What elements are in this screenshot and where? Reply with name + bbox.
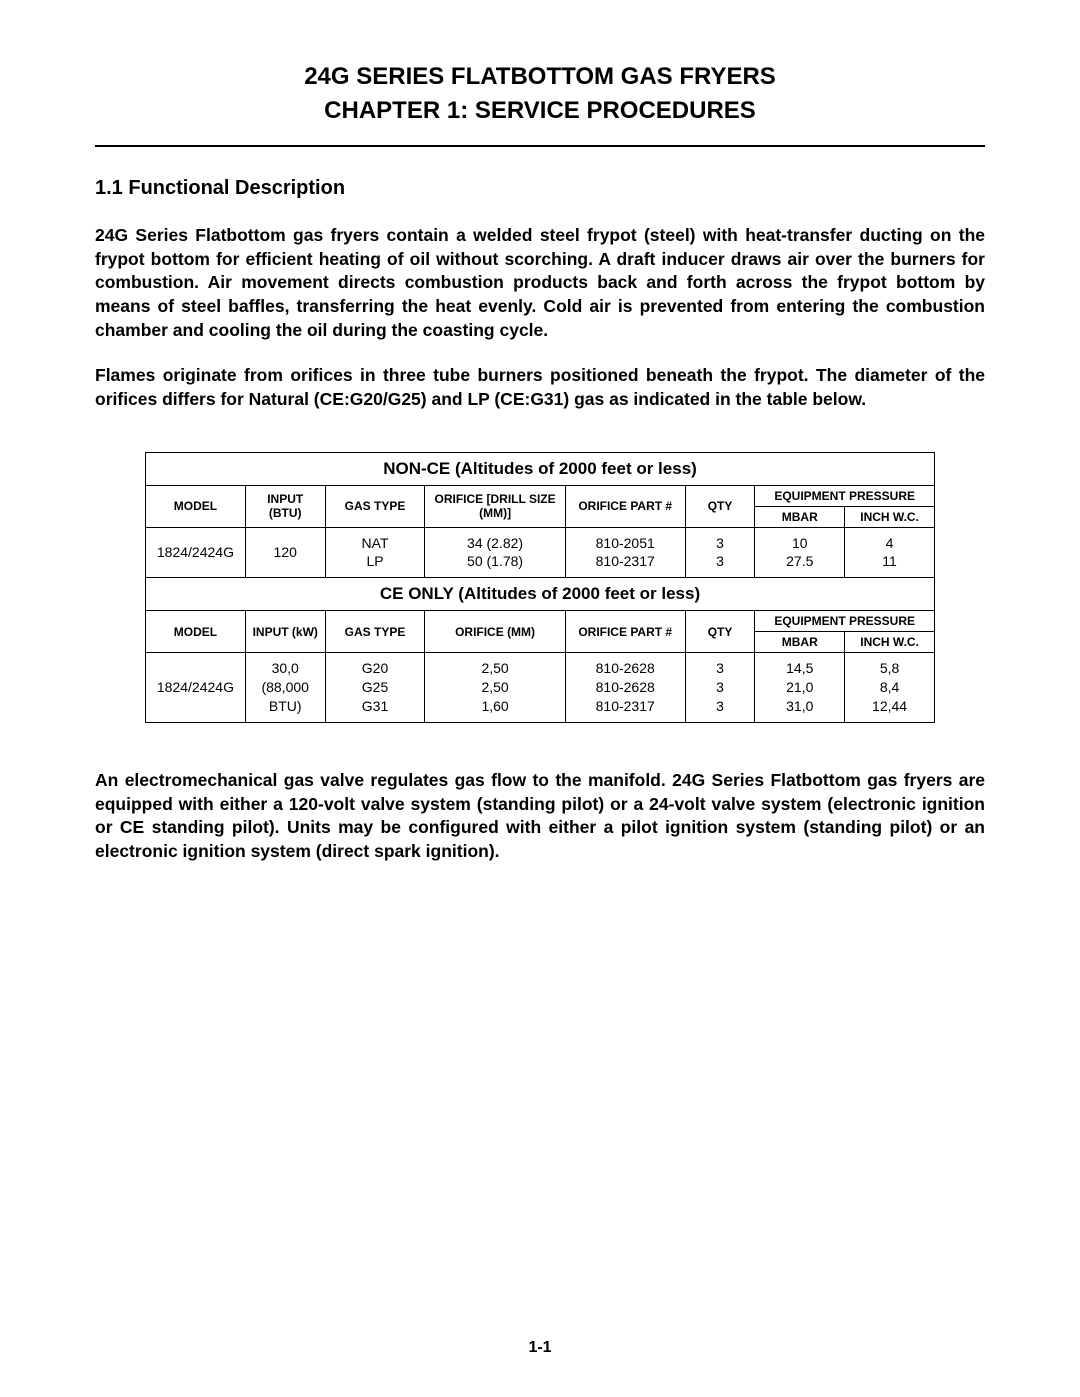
ce-orifice: 2,502,501,60 — [425, 653, 565, 723]
hdr-model-ce: MODEL — [146, 611, 246, 653]
nonce-qty: 33 — [685, 527, 755, 578]
ce-input: 30,0(88,000BTU) — [245, 653, 325, 723]
ce-model: 1824/2424G — [146, 653, 246, 723]
hdr-mbar-ce: MBAR — [755, 632, 845, 653]
hdr-orifice-part-ce: ORIFICE PART # — [565, 611, 685, 653]
hdr-gas-type-ce: GAS TYPE — [325, 611, 425, 653]
hdr-qty-ce: QTY — [685, 611, 755, 653]
nonce-orifice: 34 (2.82)50 (1.78) — [425, 527, 565, 578]
nonce-title: NON-CE (Altitudes of 2000 feet or less) — [146, 452, 935, 485]
nonce-section-row: NON-CE (Altitudes of 2000 feet or less) — [146, 452, 935, 485]
nonce-part: 810-2051810-2317 — [565, 527, 685, 578]
title-line-1: 24G SERIES FLATBOTTOM GAS FRYERS — [95, 60, 985, 94]
ce-part: 810-2628810-2628810-2317 — [565, 653, 685, 723]
hdr-qty: QTY — [685, 485, 755, 527]
document-title: 24G SERIES FLATBOTTOM GAS FRYERS CHAPTER… — [95, 60, 985, 127]
hdr-inch-wc: INCH W.C. — [845, 506, 935, 527]
title-line-2: CHAPTER 1: SERVICE PROCEDURES — [95, 94, 985, 128]
nonce-data-row: 1824/2424G 120 NATLP 34 (2.82)50 (1.78) … — [146, 527, 935, 578]
ce-qty: 333 — [685, 653, 755, 723]
ce-title: CE ONLY (Altitudes of 2000 feet or less) — [146, 578, 935, 611]
orifice-table-wrap: NON-CE (Altitudes of 2000 feet or less) … — [145, 452, 935, 723]
ce-data-row: 1824/2424G 30,0(88,000BTU) G20G25G31 2,5… — [146, 653, 935, 723]
page-container: 24G SERIES FLATBOTTOM GAS FRYERS CHAPTER… — [0, 0, 1080, 1397]
ce-inch: 5,88,412,44 — [845, 653, 935, 723]
nonce-mbar: 1027.5 — [755, 527, 845, 578]
nonce-model: 1824/2424G — [146, 527, 246, 578]
paragraph-3: An electromechanical gas valve regulates… — [95, 769, 985, 864]
orifice-table: NON-CE (Altitudes of 2000 feet or less) … — [145, 452, 935, 723]
section-heading: 1.1 Functional Description — [95, 177, 985, 200]
nonce-input: 120 — [245, 527, 325, 578]
hdr-mbar: MBAR — [755, 506, 845, 527]
hdr-orifice-drill: ORIFICE [DRILL SIZE (MM)] — [425, 485, 565, 527]
hdr-gas-type: GAS TYPE — [325, 485, 425, 527]
hdr-orifice-mm: ORIFICE (MM) — [425, 611, 565, 653]
page-number: 1-1 — [0, 1339, 1080, 1357]
hdr-model: MODEL — [146, 485, 246, 527]
hdr-equip-pressure: EQUIPMENT PRESSURE — [755, 485, 935, 506]
hdr-orifice-part: ORIFICE PART # — [565, 485, 685, 527]
nonce-inch: 411 — [845, 527, 935, 578]
ce-mbar: 14,521,031,0 — [755, 653, 845, 723]
hdr-inch-wc-ce: INCH W.C. — [845, 632, 935, 653]
hdr-input-kw: INPUT (kW) — [245, 611, 325, 653]
paragraph-1: 24G Series Flatbottom gas fryers contain… — [95, 224, 985, 342]
nonce-gas-type: NATLP — [325, 527, 425, 578]
hdr-input-btu: INPUT (BTU) — [245, 485, 325, 527]
ce-gas-type: G20G25G31 — [325, 653, 425, 723]
hdr-equip-pressure-ce: EQUIPMENT PRESSURE — [755, 611, 935, 632]
ce-section-row: CE ONLY (Altitudes of 2000 feet or less) — [146, 578, 935, 611]
nonce-header-row: MODEL INPUT (BTU) GAS TYPE ORIFICE [DRIL… — [146, 485, 935, 506]
paragraph-2: Flames originate from orifices in three … — [95, 364, 985, 411]
ce-header-row: MODEL INPUT (kW) GAS TYPE ORIFICE (MM) O… — [146, 611, 935, 632]
title-rule — [95, 145, 985, 147]
